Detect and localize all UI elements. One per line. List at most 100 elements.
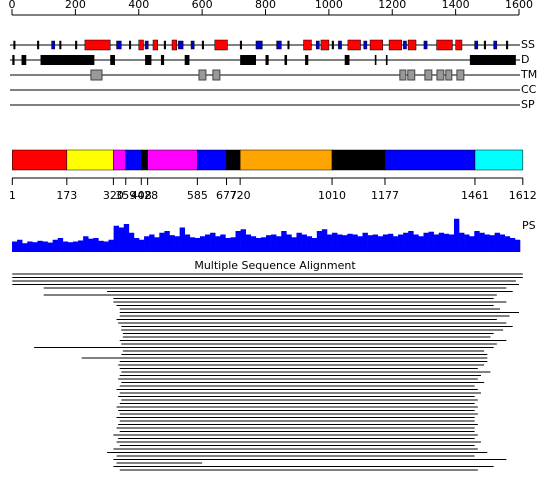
ps-bar	[205, 234, 211, 252]
ps-bar	[296, 232, 302, 252]
ps-bar	[22, 243, 28, 252]
tm-segment	[445, 69, 453, 81]
ps-bar	[154, 237, 160, 252]
ps-bar	[301, 234, 307, 252]
ps-bar	[494, 232, 500, 252]
ps-bar	[306, 236, 313, 252]
track-label: D	[521, 53, 529, 66]
disorder-segment	[265, 55, 269, 65]
ps-bar	[62, 241, 69, 252]
disorder-segment	[21, 55, 27, 65]
ps-bar	[149, 234, 155, 252]
ps-bar	[286, 234, 292, 252]
ss-segment	[144, 40, 149, 50]
ruler-tick-label: 800	[255, 0, 276, 11]
ss-segment	[303, 39, 312, 51]
ps-bar	[357, 236, 363, 252]
ss-segment	[338, 40, 342, 50]
ss-segment	[13, 40, 16, 50]
disorder-segment	[385, 55, 388, 65]
ps-bar	[326, 234, 333, 252]
ss-segment	[287, 40, 290, 50]
ps-bar	[479, 232, 485, 252]
disorder-segment	[40, 55, 95, 65]
domain-label: 1010	[318, 189, 346, 202]
ss-segment	[506, 40, 509, 50]
ss-segment	[276, 40, 282, 50]
ss-segment	[315, 40, 320, 50]
tm-segment	[407, 69, 416, 81]
ps-bar	[316, 231, 323, 252]
disorder-segment	[145, 55, 152, 65]
ps-bar	[133, 238, 140, 252]
ps-bar	[194, 238, 201, 252]
ps-bar	[17, 239, 23, 252]
ps-bar	[159, 232, 165, 252]
ps-bar	[377, 236, 384, 252]
ps-bar	[408, 231, 414, 252]
ps-bar	[393, 236, 399, 252]
ps-bar	[321, 229, 328, 252]
ps-bar	[174, 236, 180, 252]
disorder-segment	[344, 55, 350, 65]
ss-segment	[178, 40, 184, 50]
tm-segment	[198, 69, 207, 81]
domain	[384, 149, 476, 171]
ruler-tick-label: 1200	[378, 0, 406, 11]
ps-bar	[47, 242, 53, 252]
domain	[125, 149, 142, 171]
ps-bar	[72, 241, 79, 252]
domain-label: 1461	[461, 189, 489, 202]
ss-segment	[84, 39, 111, 51]
ps-bar	[42, 241, 48, 252]
ps-bar	[32, 242, 38, 252]
ps-bar	[367, 235, 373, 252]
ss-segment	[255, 40, 263, 50]
ps-bar	[12, 241, 18, 252]
ss-segment	[483, 40, 486, 50]
ss-segment	[388, 39, 403, 51]
disorder-segment	[374, 55, 377, 65]
domain	[226, 149, 241, 171]
track-label: SS	[521, 38, 535, 51]
domain-label: 320	[103, 189, 124, 202]
ruler-tick-label: 1000	[315, 0, 343, 11]
ss-segment	[239, 40, 242, 50]
ss-segment	[363, 40, 368, 50]
ps-bar	[448, 234, 455, 252]
ps-bar	[123, 224, 130, 252]
ruler-tick-label: 1600	[505, 0, 533, 11]
ps-bar	[459, 232, 465, 252]
disorder-segment	[160, 55, 165, 65]
disorder-segment	[469, 55, 516, 65]
ruler-tick-label: 1400	[442, 0, 470, 11]
ps-bar	[403, 232, 409, 252]
ps-bar	[443, 233, 450, 252]
ps-bar	[484, 234, 490, 252]
domain	[474, 149, 524, 171]
ss-segment	[152, 39, 159, 51]
ps-bar	[230, 237, 236, 252]
domain-label: 1	[9, 189, 16, 202]
ss-segment	[59, 40, 62, 50]
domain-label: 408	[131, 189, 152, 202]
ps-bar	[428, 231, 434, 252]
domain-label: 677	[216, 189, 237, 202]
domain	[239, 149, 333, 171]
ps-bar	[433, 234, 440, 252]
ps-bar	[255, 238, 262, 252]
ps-bar	[169, 235, 175, 252]
ss-segment	[138, 39, 144, 51]
ps-bar	[489, 235, 495, 252]
ss-segment	[436, 39, 453, 51]
ps-bar	[266, 235, 272, 252]
domain-label: 1177	[371, 189, 399, 202]
ss-segment	[171, 39, 178, 51]
ps-bar	[464, 234, 470, 252]
ps-bar	[240, 229, 246, 252]
ps-bar	[260, 237, 267, 252]
ps-bar	[398, 234, 404, 252]
ruler-tick-label: 0	[9, 0, 16, 11]
ps-bar	[291, 237, 297, 252]
